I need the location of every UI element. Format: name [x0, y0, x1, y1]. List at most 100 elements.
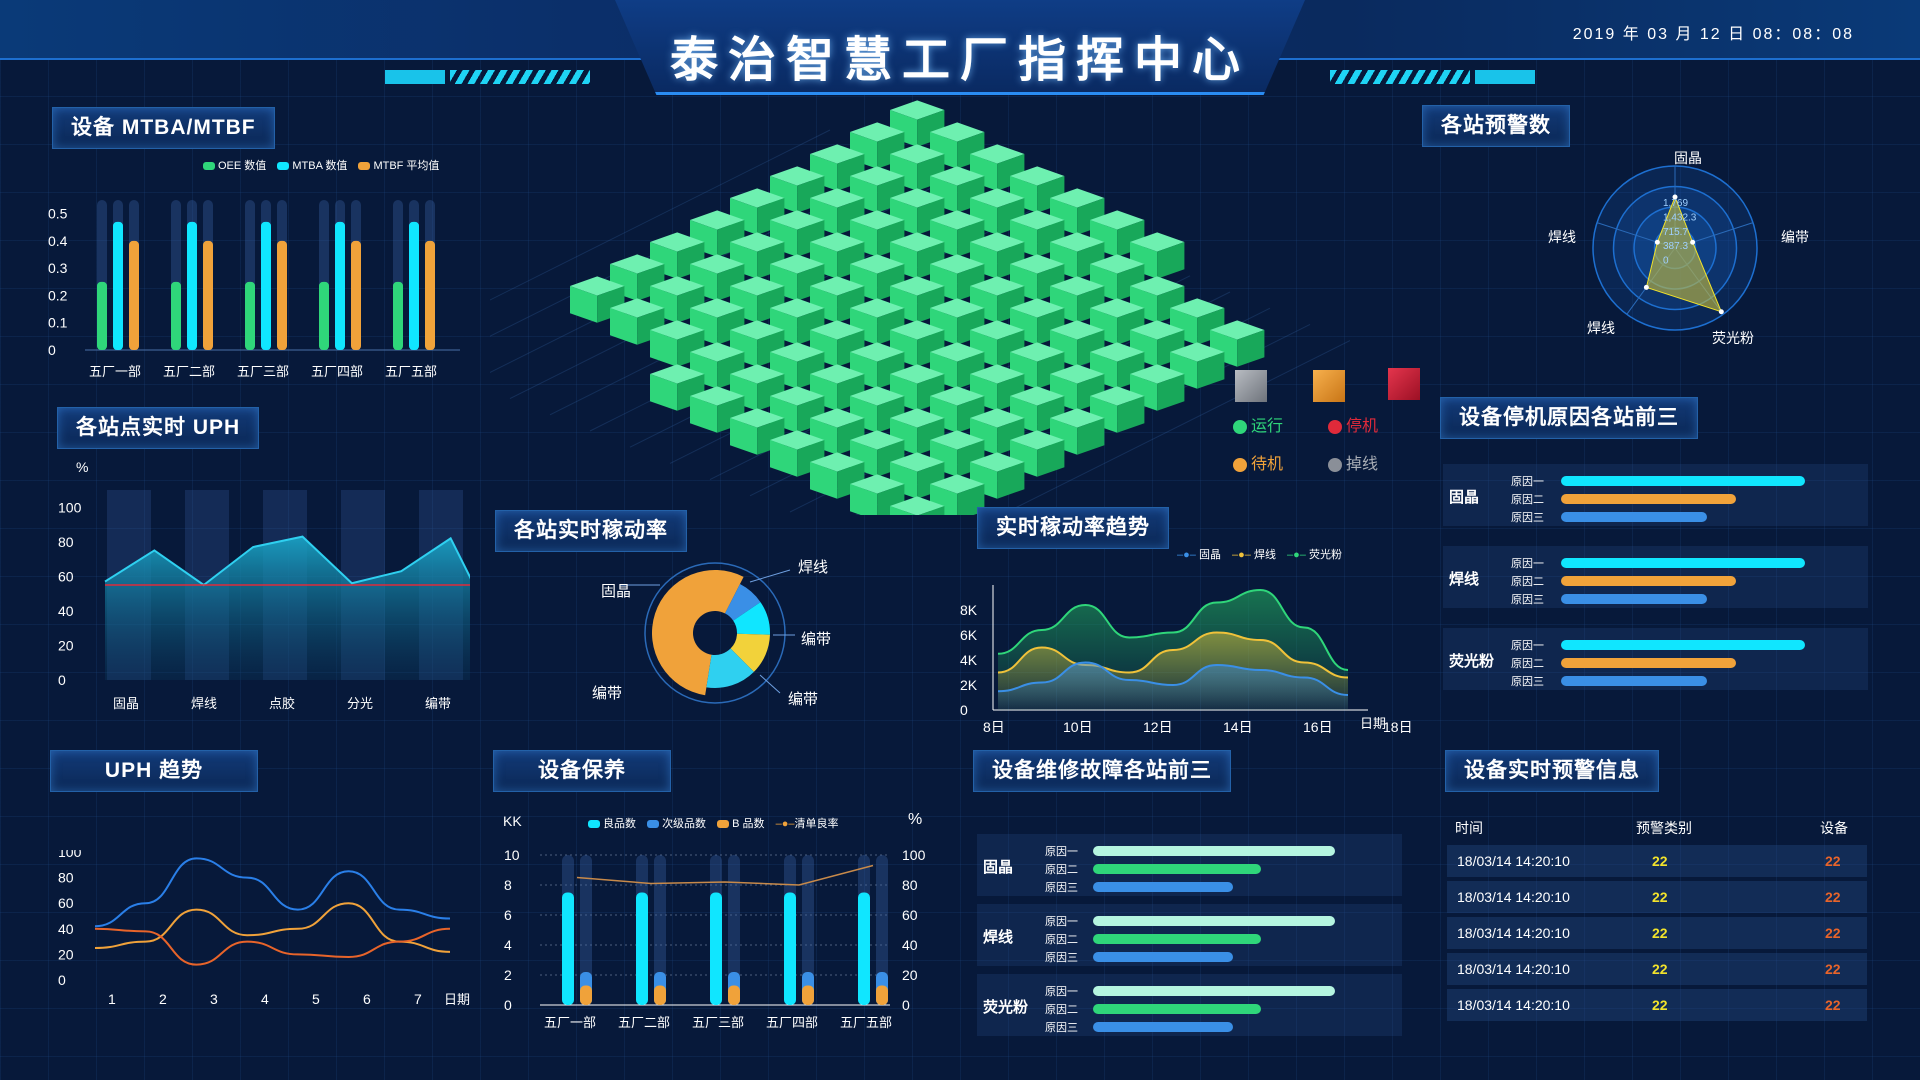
panel-title-util-rate: 各站实时稼动率: [495, 510, 687, 552]
legend-secondary: 次级品数: [662, 818, 707, 830]
donut-slice: [733, 602, 770, 635]
util-trend-ytick: 6K: [960, 627, 978, 643]
radar-point: [1654, 239, 1660, 245]
panel-title-warn-info: 设备实时预警信息: [1445, 750, 1659, 792]
table-row[interactable]: 18/03/14 14:20:10 22 22: [1447, 917, 1867, 949]
donut-label-2: 编带: [801, 631, 832, 648]
wait-dot-icon: [1233, 457, 1247, 472]
top3-reason-label: 原因一: [1045, 986, 1078, 998]
top3-reason-label: 原因二: [1045, 864, 1078, 876]
radar-ring-label: 1,769: [1663, 198, 1688, 209]
maint-xtick: 五厂二部: [618, 1015, 670, 1030]
table-row[interactable]: 18/03/14 14:20:10 22 22: [1447, 845, 1867, 877]
cube-top: [770, 254, 825, 274]
cube-top: [1050, 232, 1105, 252]
radar-axis-0: 固晶: [1674, 150, 1702, 166]
legend-util-2: 焊线: [1253, 549, 1276, 561]
cube-top: [690, 254, 745, 274]
cube-top: [1050, 320, 1105, 340]
cube-top: [1130, 276, 1185, 296]
cube-left: [810, 462, 838, 499]
uph-ytick: 80: [58, 534, 74, 550]
cube-top: [650, 276, 705, 296]
maint-bar-b: [876, 985, 888, 1005]
cube-top: [730, 188, 785, 208]
radar-area: [1645, 195, 1723, 313]
radar-ring-label: 1,432.3: [1663, 212, 1697, 223]
warn-type: 22: [1652, 889, 1668, 905]
util-trend-line: [997, 631, 1349, 679]
cube-top: [1010, 386, 1065, 406]
warn-type: 22: [1652, 997, 1668, 1013]
legend-mtbf: MTBF 平均值: [373, 160, 440, 172]
uph-ytick: 60: [58, 568, 74, 584]
maint-bar-b: [728, 985, 740, 1005]
top3-reason-label: 原因一: [1045, 916, 1078, 928]
cube-top: [890, 320, 945, 340]
legend-mtba: MTBA 数值: [292, 160, 348, 172]
panel-title-repair-top3: 设备维修故障各站前三: [973, 750, 1231, 792]
uph-trend-line: [94, 927, 451, 966]
maint-ytick-left: 2: [504, 967, 512, 983]
warn-device: 22: [1825, 889, 1841, 905]
uph-unit: %: [76, 459, 89, 475]
mtba-bar: [277, 240, 287, 350]
legend-yield: 清单良率: [794, 818, 839, 830]
util-trend-legend: –●– 固晶 –●– 焊线 –●– 荧光粉: [1177, 546, 1342, 562]
panel-title-uph-realtime: 各站点实时 UPH: [57, 407, 260, 449]
cube-top: [1130, 232, 1185, 252]
warn-time: 18/03/14 14:20:10: [1457, 925, 1570, 941]
top3-group-label: 固晶: [1449, 489, 1480, 506]
warn-type: 22: [1652, 853, 1668, 869]
maint-bar-track: [580, 855, 592, 1005]
radar-ring-label: 715.7: [1663, 227, 1688, 238]
legend-wait: 待机: [1233, 450, 1283, 474]
donut-label-1: 焊线: [798, 559, 829, 576]
maint-ytick-right: 0: [902, 997, 910, 1013]
radar-axis-3: 焊线: [1587, 320, 1615, 336]
top3-reason-label: 原因二: [1045, 934, 1078, 946]
util-trend-xtick: 14日: [1223, 719, 1253, 735]
maint-xtick: 五厂三部: [692, 1015, 744, 1030]
top3-bar: [1093, 1022, 1234, 1032]
uph-ytick: 100: [58, 499, 82, 515]
cube-right: [918, 506, 945, 515]
table-header-time: 时间: [1455, 820, 1483, 836]
mtba-legend: OEE 数值 MTBA 数值 MTBF 平均值: [203, 157, 439, 173]
maintenance-left-unit: KK: [503, 813, 522, 829]
uph-ytick: 20: [58, 637, 74, 653]
uph-trend-ytick: 100: [58, 850, 82, 860]
radar-point: [1672, 194, 1678, 200]
table-row[interactable]: 18/03/14 14:20:10 22 22: [1447, 881, 1867, 913]
cube-top: [1170, 342, 1225, 362]
cube-top: [1090, 298, 1145, 318]
cube-top: [890, 276, 945, 296]
cube-top: [1050, 188, 1105, 208]
table-header-type: 预警类别: [1636, 820, 1692, 836]
uph-trend-xtick: 2: [159, 991, 167, 1007]
maint-xtick: 五厂一部: [544, 1015, 596, 1030]
mtba-xtick: 五厂一部: [89, 364, 141, 379]
mtba-xtick: 五厂四部: [311, 364, 363, 379]
table-row[interactable]: 18/03/14 14:20:10 22 22: [1447, 989, 1867, 1021]
maint-bar-good: [562, 892, 574, 1005]
top3-bar: [1561, 558, 1805, 568]
legend-stop: 停机: [1328, 412, 1378, 436]
top3-bar: [1561, 476, 1805, 486]
cube-top: [810, 320, 865, 340]
top3-group-label: 焊线: [983, 929, 1014, 946]
cube-right: [997, 462, 1025, 499]
panel-title-util-trend: 实时稼动率趋势: [977, 507, 1169, 549]
uph-xtick: 编带: [425, 696, 451, 711]
title-plate: [615, 0, 1305, 95]
stop-dot-icon: [1328, 419, 1342, 434]
maint-bar-track: [728, 855, 740, 1005]
maint-bar-b: [802, 985, 814, 1005]
warn-device: 22: [1825, 997, 1841, 1013]
uph-trend-ytick: 60: [58, 895, 74, 911]
header-deco-right: [1475, 70, 1535, 84]
cube-left: [850, 484, 878, 515]
table-row[interactable]: 18/03/14 14:20:10 22 22: [1447, 953, 1867, 985]
uph-ytick: 40: [58, 603, 74, 619]
cube-right: [1157, 242, 1185, 279]
